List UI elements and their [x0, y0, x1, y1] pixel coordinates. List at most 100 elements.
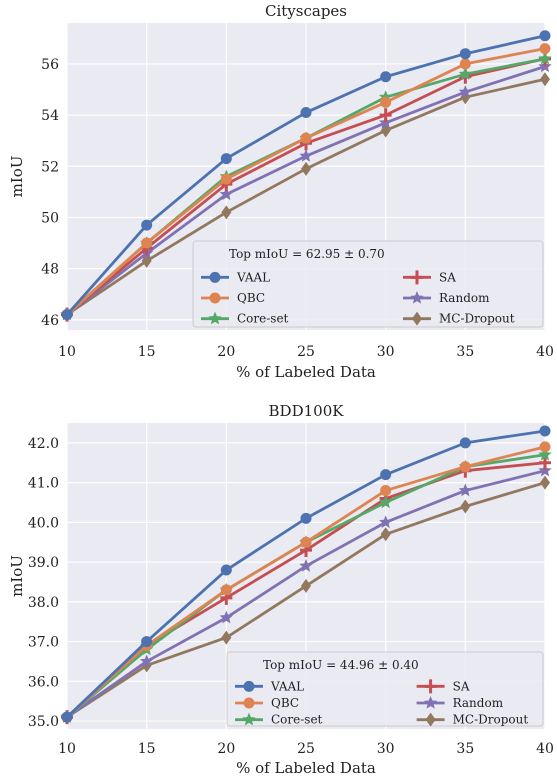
- y-tick-label: 40.0: [28, 515, 59, 531]
- x-tick-label: 30: [377, 741, 395, 757]
- legend-label: Core-set: [237, 312, 289, 326]
- data-point: [538, 463, 552, 477]
- legend: Top mIoU = 44.96 ± 0.40 VAAL QBC Core-set SA…: [226, 651, 544, 727]
- y-tick-label: 35.0: [28, 714, 59, 730]
- legend-box: [226, 651, 544, 727]
- legend-label: MC-Dropout: [453, 713, 529, 727]
- data-point: [219, 187, 233, 201]
- data-point: [379, 495, 393, 509]
- y-tick-label: 37.0: [28, 635, 59, 651]
- data-point: [539, 455, 551, 470]
- data-point: [538, 59, 552, 73]
- x-tick-label: 30: [377, 344, 395, 360]
- legend-label: SA: [439, 270, 456, 284]
- legend-marker: [425, 712, 436, 727]
- data-point: [61, 711, 73, 723]
- data-point: [220, 584, 232, 596]
- legend-label: Core-set: [271, 713, 323, 727]
- data-point: [380, 485, 392, 497]
- y-axis-label: mIoU: [8, 555, 26, 597]
- data-point: [141, 636, 153, 648]
- data-point: [380, 96, 392, 108]
- chart-panel-2: 35.0 36.0 37.0 38.0 39.0 40.0 41.0 42.0 10 15 20 25…: [8, 402, 554, 776]
- legend-marker: [410, 291, 424, 304]
- x-tick-label: 25: [297, 741, 315, 757]
- data-point: [459, 58, 471, 70]
- y-tick-label: 39.0: [28, 555, 59, 571]
- x-tick-label: 40: [536, 344, 554, 360]
- data-point: [458, 85, 472, 98]
- data-point: [538, 447, 552, 461]
- legend-label: QBC: [271, 696, 299, 710]
- data-point: [300, 536, 312, 548]
- y-tick-label: 36.0: [28, 674, 59, 690]
- data-point: [379, 515, 393, 529]
- data-point: [540, 72, 550, 87]
- legend-marker: [423, 696, 438, 709]
- data-point: [300, 512, 312, 524]
- data-point: [221, 205, 232, 220]
- x-tick-label: 40: [536, 741, 554, 757]
- x-tick-label: 15: [138, 741, 156, 757]
- data-point: [141, 219, 153, 231]
- y-tick-label: 52: [41, 159, 59, 175]
- x-tick-label: 35: [456, 741, 474, 757]
- y-tick-label: 48: [41, 262, 59, 278]
- x-tick-label: 15: [138, 344, 156, 360]
- legend-marker: [424, 679, 437, 694]
- data-point: [539, 30, 551, 42]
- legend-label: Random: [439, 291, 490, 305]
- data-point: [220, 153, 232, 165]
- data-point: [220, 173, 232, 185]
- legend-title: Top mIoU = 44.96 ± 0.40: [263, 658, 419, 672]
- data-point: [458, 67, 472, 80]
- data-point: [219, 610, 233, 624]
- x-tick-label: 20: [217, 344, 235, 360]
- legend-label: VAAL: [270, 679, 304, 693]
- data-point: [301, 161, 311, 176]
- data-point: [141, 237, 153, 249]
- y-tick-label: 42.0: [28, 436, 59, 452]
- legend-marker: [411, 270, 423, 285]
- y-tick-label: 56: [41, 57, 59, 73]
- y-axis-label: mIoU: [8, 156, 26, 198]
- data-point: [379, 108, 392, 123]
- legend-box: [192, 240, 544, 328]
- series-vaal: [61, 30, 551, 321]
- x-axis-label: % of Labeled Data: [236, 759, 376, 776]
- data-point: [301, 578, 311, 593]
- data-point: [380, 469, 392, 481]
- data-point: [460, 499, 471, 514]
- x-tick-label: 20: [217, 741, 235, 757]
- legend-label: VAAL: [236, 270, 270, 284]
- data-point: [459, 461, 471, 473]
- data-point: [221, 630, 232, 645]
- legend-marker: [209, 271, 221, 283]
- data-point: [61, 309, 73, 321]
- legend-label: QBC: [237, 291, 265, 305]
- data-point: [459, 48, 471, 60]
- data-point: [540, 475, 550, 490]
- y-tick-label: 50: [41, 210, 59, 226]
- chart-title: Cityscapes: [265, 2, 347, 20]
- y-tick-label: 38.0: [28, 595, 59, 611]
- legend-marker: [412, 311, 422, 326]
- data-point: [299, 149, 313, 162]
- x-tick-label: 10: [58, 344, 76, 360]
- legend-marker: [208, 311, 222, 325]
- x-axis-label: % of Labeled Data: [236, 363, 376, 381]
- legend: Top mIoU = 62.95 ± 0.70 VAAL QBC Core-set SA…: [192, 240, 544, 328]
- data-point: [140, 654, 154, 668]
- legend-marker: [209, 292, 221, 304]
- data-point: [299, 559, 313, 572]
- legend-label: MC-Dropout: [439, 312, 515, 326]
- data-point: [538, 51, 552, 65]
- legend-marker: [243, 697, 255, 709]
- legend-label: SA: [453, 679, 470, 693]
- legend-title: Top mIoU = 62.95 ± 0.70: [229, 247, 385, 261]
- series-vaal: [61, 425, 551, 723]
- data-point: [539, 43, 551, 55]
- legend-label: Random: [453, 696, 504, 710]
- data-point: [380, 527, 391, 542]
